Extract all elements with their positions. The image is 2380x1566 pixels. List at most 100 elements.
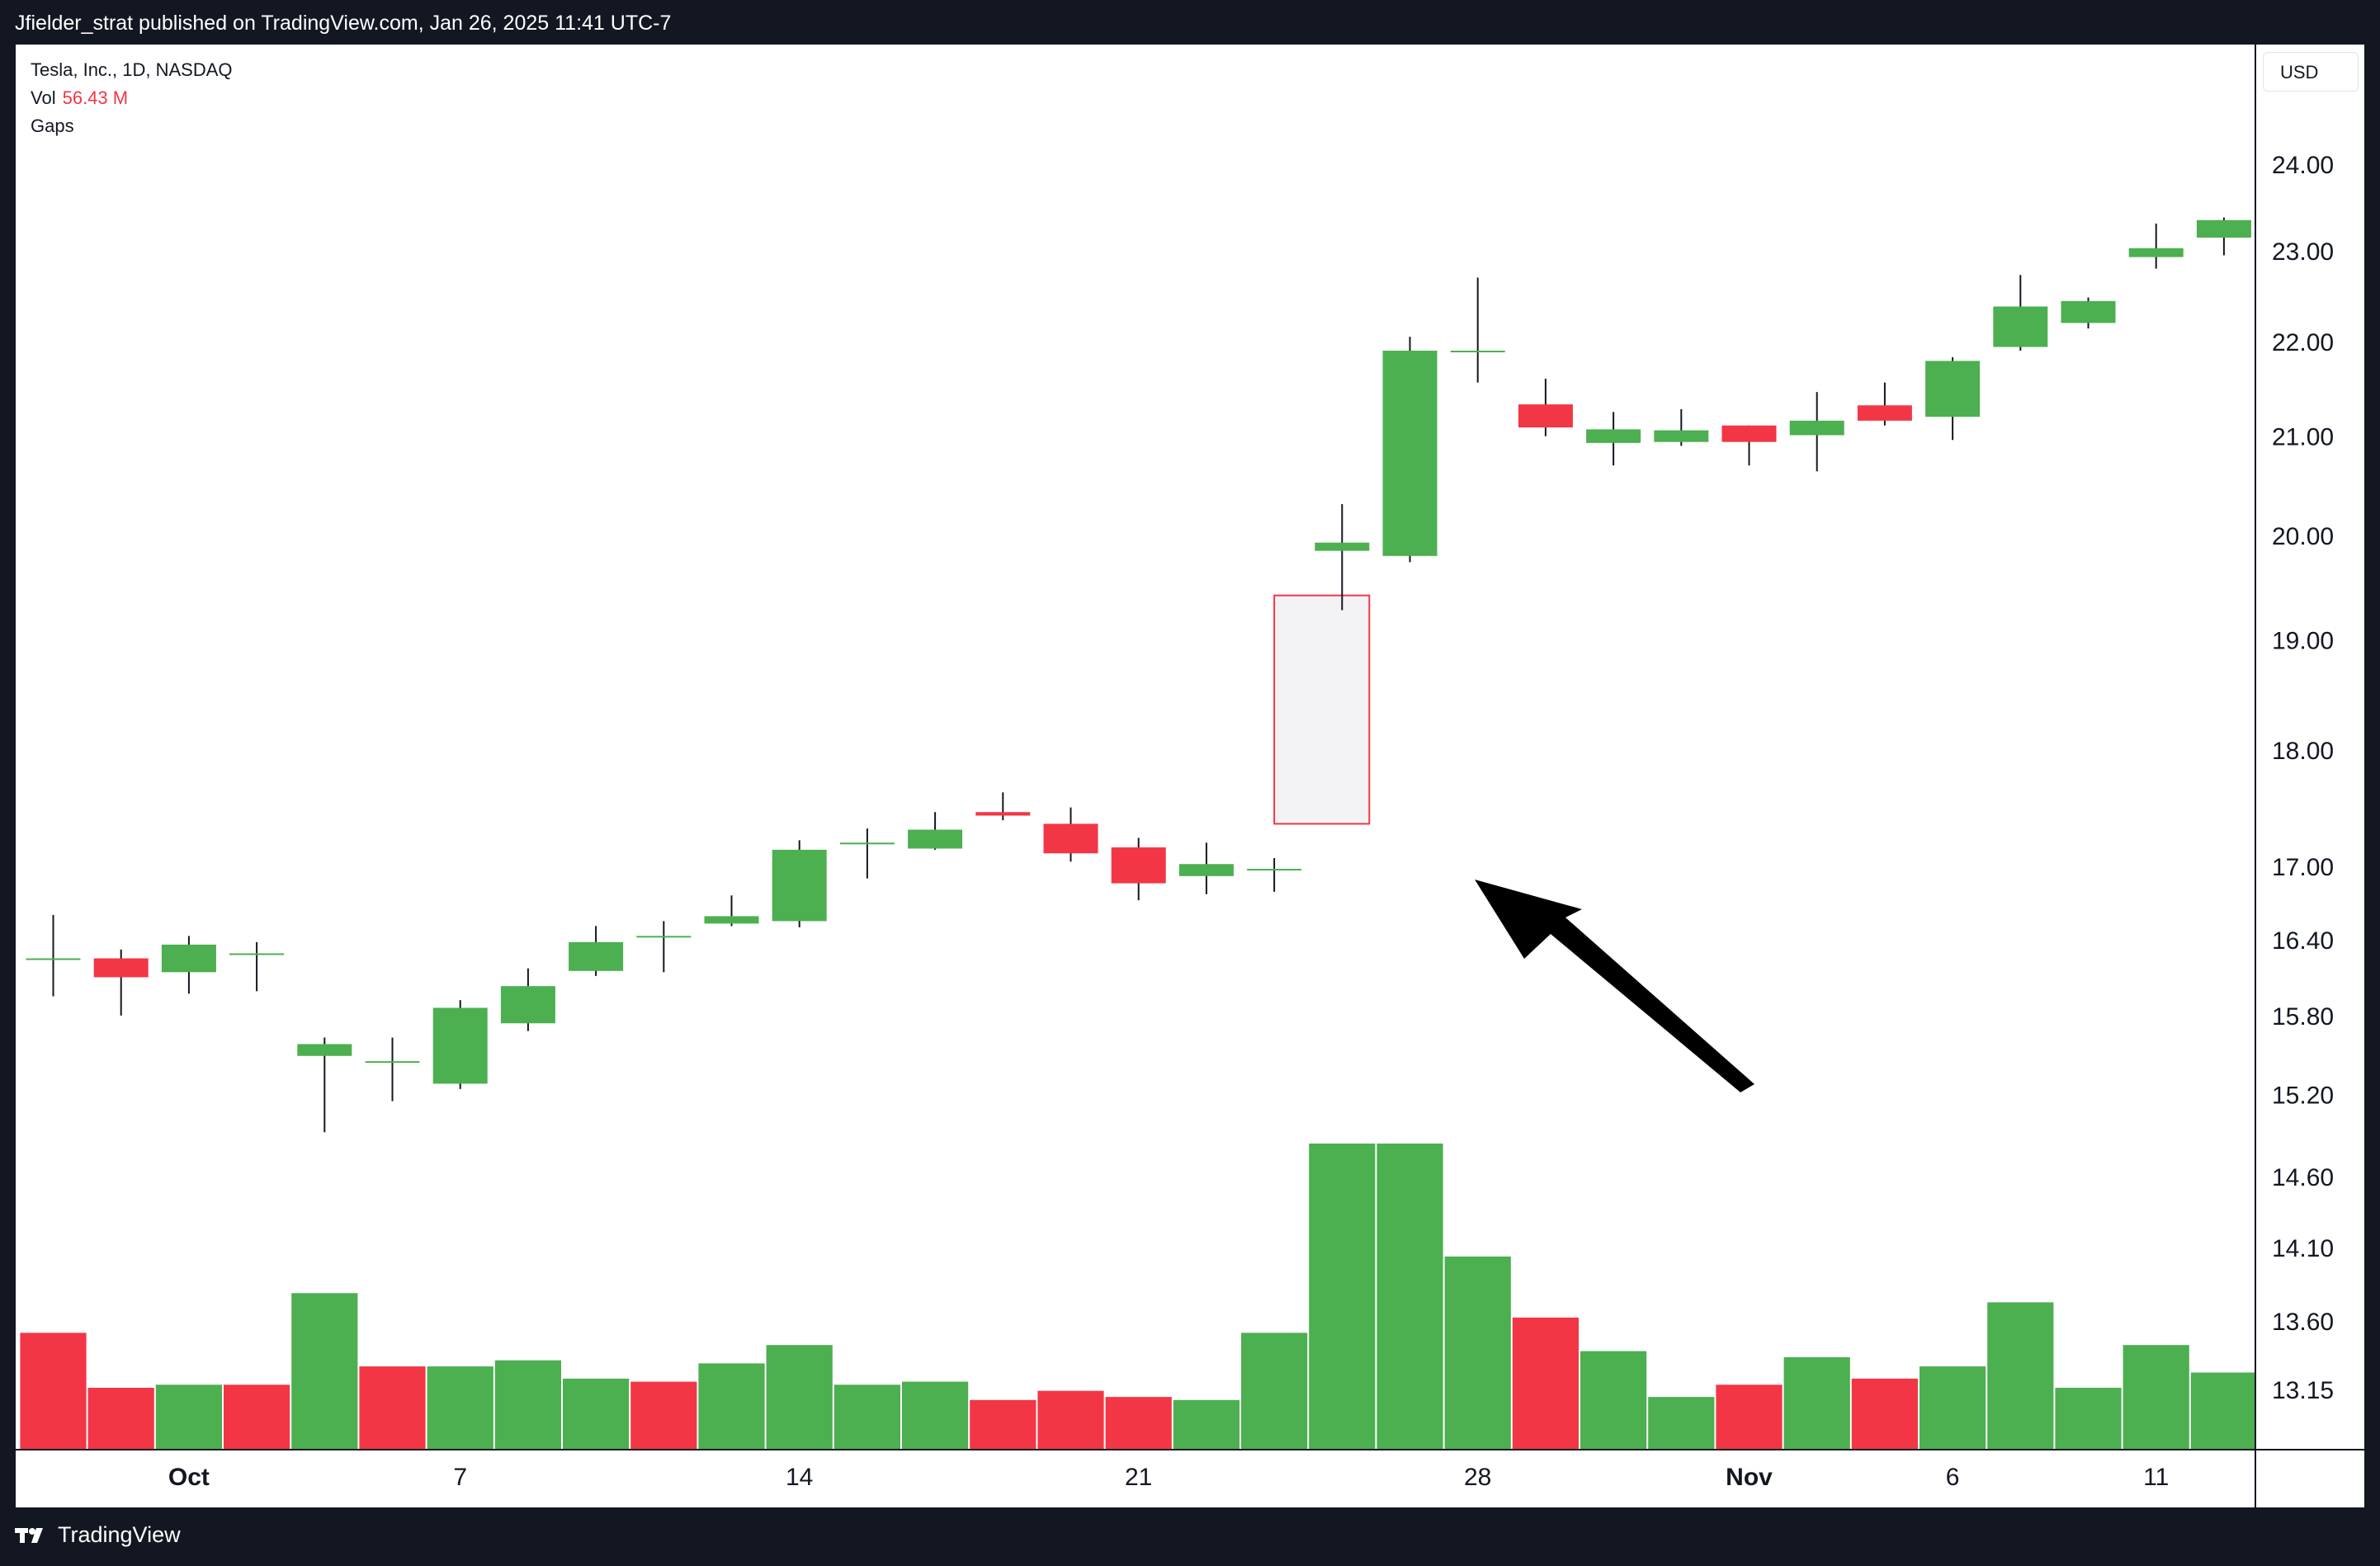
volume-bar xyxy=(1241,1333,1308,1449)
annotation-arrow xyxy=(1475,880,1754,1092)
candle[interactable] xyxy=(297,1037,352,1133)
volume-bar xyxy=(1444,1256,1511,1449)
volume-bar xyxy=(1580,1351,1647,1449)
footer-bar: TradingView xyxy=(0,1507,2380,1566)
candle[interactable] xyxy=(1721,425,1777,466)
time-tick-label: 14 xyxy=(786,1464,813,1491)
chart-frame[interactable]: 24.00 23.00 22.00 21.00 20.00 19.00 18.00 17.00… xyxy=(16,45,2364,1507)
candles-layer xyxy=(26,217,2251,1133)
candle-body xyxy=(297,1044,352,1056)
candle-body xyxy=(1721,425,1777,442)
volume-bar xyxy=(1105,1397,1172,1449)
chart-canvas[interactable]: 24.00 23.00 22.00 21.00 20.00 19.00 18.00 17.00… xyxy=(16,45,2364,1507)
candle-body xyxy=(1925,361,1981,417)
time-tick-label: 21 xyxy=(1125,1464,1152,1491)
candle-body xyxy=(1586,429,1641,443)
currency-button[interactable]: USD xyxy=(2263,52,2359,92)
candle[interactable] xyxy=(1450,277,1505,383)
candle-body xyxy=(1178,864,1234,876)
candle[interactable] xyxy=(908,812,963,850)
volume-legend[interactable]: Vol 56.43 M xyxy=(31,84,233,112)
candle-body xyxy=(1857,405,1912,421)
time-tick-label: 7 xyxy=(453,1464,467,1491)
candle[interactable] xyxy=(365,1037,420,1101)
candle[interactable] xyxy=(2196,217,2251,256)
price-tick-label: 18.00 xyxy=(2272,738,2334,765)
candle[interactable] xyxy=(432,1000,488,1089)
symbol-label[interactable]: Tesla, Inc., 1D, NASDAQ xyxy=(31,59,233,80)
candle[interactable] xyxy=(1789,392,1844,472)
volume-bar xyxy=(20,1333,87,1449)
volume-bar xyxy=(766,1345,833,1449)
price-tick-label: 17.00 xyxy=(2272,854,2334,881)
candle[interactable] xyxy=(229,941,285,992)
candle-body xyxy=(908,829,963,849)
candle[interactable] xyxy=(772,840,827,927)
volume-bar xyxy=(1783,1357,1850,1449)
candle[interactable] xyxy=(1586,412,1641,466)
price-tick-label: 15.20 xyxy=(2272,1082,2334,1109)
volume-bar xyxy=(2055,1388,2122,1449)
volume-bar xyxy=(833,1384,900,1449)
tradingview-logo[interactable]: TradingView xyxy=(15,1522,181,1548)
candle-body xyxy=(26,958,81,960)
candle-body xyxy=(1043,823,1098,854)
candle[interactable] xyxy=(569,926,624,976)
publish-bar: Jfielder_strat published on TradingView.… xyxy=(0,0,2380,46)
candle-body xyxy=(432,1007,488,1084)
price-tick-label: 21.00 xyxy=(2272,424,2334,451)
candle-body xyxy=(500,986,555,1024)
volume-bar xyxy=(1920,1366,1986,1449)
volume-bar xyxy=(1648,1397,1715,1449)
time-tick-label: 11 xyxy=(2143,1464,2169,1491)
brand-label: TradingView xyxy=(58,1522,181,1547)
candle[interactable] xyxy=(1178,842,1234,894)
volume-bar xyxy=(1987,1302,2054,1449)
candle-body xyxy=(636,936,692,938)
candle[interactable] xyxy=(1518,379,1573,436)
volume-bar xyxy=(1377,1144,1443,1449)
candle-body xyxy=(839,842,895,845)
candle[interactable] xyxy=(500,968,555,1031)
volume-bar xyxy=(291,1293,358,1449)
volume-bar xyxy=(902,1381,969,1449)
candle[interactable] xyxy=(1654,408,1709,446)
candle[interactable] xyxy=(1247,858,1302,892)
candle[interactable] xyxy=(2061,297,2116,329)
tradingview-logo-icon xyxy=(15,1527,43,1543)
candle[interactable] xyxy=(2128,224,2184,269)
price-tick-label: 14.10 xyxy=(2272,1235,2334,1262)
candle-body xyxy=(2061,300,2116,323)
candle[interactable] xyxy=(1993,275,2048,351)
candle[interactable] xyxy=(839,828,895,879)
candle-body xyxy=(1382,351,1438,556)
candle-body xyxy=(975,812,1031,816)
candle-body xyxy=(1247,869,1302,871)
candle[interactable] xyxy=(161,936,216,994)
gaps-indicator-label[interactable]: Gaps xyxy=(31,116,74,136)
candle[interactable] xyxy=(1925,356,1981,441)
candle[interactable] xyxy=(1382,337,1438,563)
candle-body xyxy=(2128,248,2184,257)
price-tick-label: 14.60 xyxy=(2272,1164,2334,1191)
candle[interactable] xyxy=(93,949,149,1016)
volume-bar xyxy=(1851,1378,1918,1449)
volume-value: 56.43 M xyxy=(62,87,129,108)
volume-bar xyxy=(563,1378,630,1449)
candle[interactable] xyxy=(26,914,81,997)
candle-body xyxy=(569,941,624,971)
candle[interactable] xyxy=(1043,807,1098,862)
candle-body xyxy=(1789,420,1844,436)
candle[interactable] xyxy=(636,921,692,973)
candle[interactable] xyxy=(1111,837,1166,901)
candle-body xyxy=(365,1061,420,1064)
volume-bar xyxy=(87,1388,154,1449)
candle[interactable] xyxy=(1857,382,1912,426)
volume-layer xyxy=(20,1144,2255,1449)
candle[interactable] xyxy=(704,895,759,927)
chart-legend: Tesla, Inc., 1D, NASDAQ Vol 56.43 M Gaps xyxy=(31,56,233,140)
candle[interactable] xyxy=(1315,504,1370,611)
candle[interactable] xyxy=(975,792,1031,821)
price-tick-label: 19.00 xyxy=(2272,628,2334,655)
volume-bar xyxy=(1309,1144,1376,1449)
